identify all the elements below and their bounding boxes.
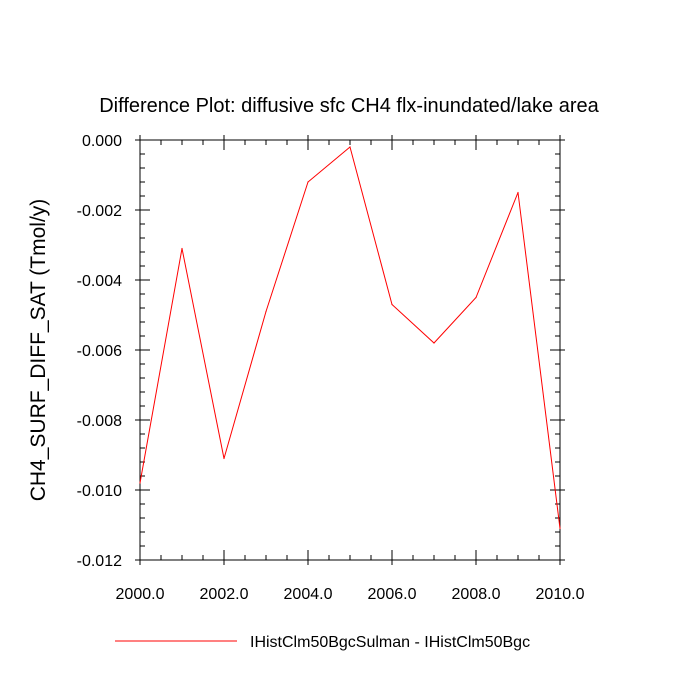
y-tick-label: -0.010 (77, 483, 122, 500)
x-tick-label: 2006.0 (368, 586, 417, 603)
x-tick-label: 2010.0 (536, 586, 585, 603)
legend-label-series-1: IHistClm50BgcSulman - IHistClm50Bgc (250, 634, 530, 651)
series-line-1 (139, 146, 561, 529)
y-tick-label: -0.002 (77, 203, 122, 220)
x-tick-label: 2004.0 (284, 586, 333, 603)
data-point (139, 482, 141, 484)
y-axis-label: CH4_SURF_DIFF_SAT (Tmol/y) (27, 199, 50, 502)
data-point (433, 342, 435, 344)
data-point (223, 457, 225, 460)
legend: IHistClm50BgcSulman - IHistClm50Bgc (115, 634, 530, 651)
chart-title: Difference Plot: diffusive sfc CH4 flx-i… (99, 95, 599, 117)
plot-area: 2000.0 2002.0 2004.0 2006.0 2008.0 2010.0 0.00… (77, 133, 585, 603)
data-point (349, 146, 351, 148)
y-tick-label: 0.000 (82, 133, 122, 150)
data-point (517, 191, 519, 194)
plot-frame (139, 139, 561, 561)
y-tick-label: -0.008 (77, 413, 122, 430)
data-point (475, 296, 477, 299)
x-tick-label: 2000.0 (116, 586, 165, 603)
data-point (391, 303, 393, 306)
data-point (559, 527, 561, 530)
data-point (181, 247, 183, 250)
y-tick-label: -0.012 (77, 553, 122, 570)
y-tick-label: -0.006 (77, 343, 122, 360)
x-tick-label: 2008.0 (452, 586, 501, 603)
data-point (307, 181, 309, 183)
data-point (265, 310, 267, 313)
y-tick-label: -0.004 (77, 273, 122, 290)
x-tick-label: 2002.0 (200, 586, 249, 603)
